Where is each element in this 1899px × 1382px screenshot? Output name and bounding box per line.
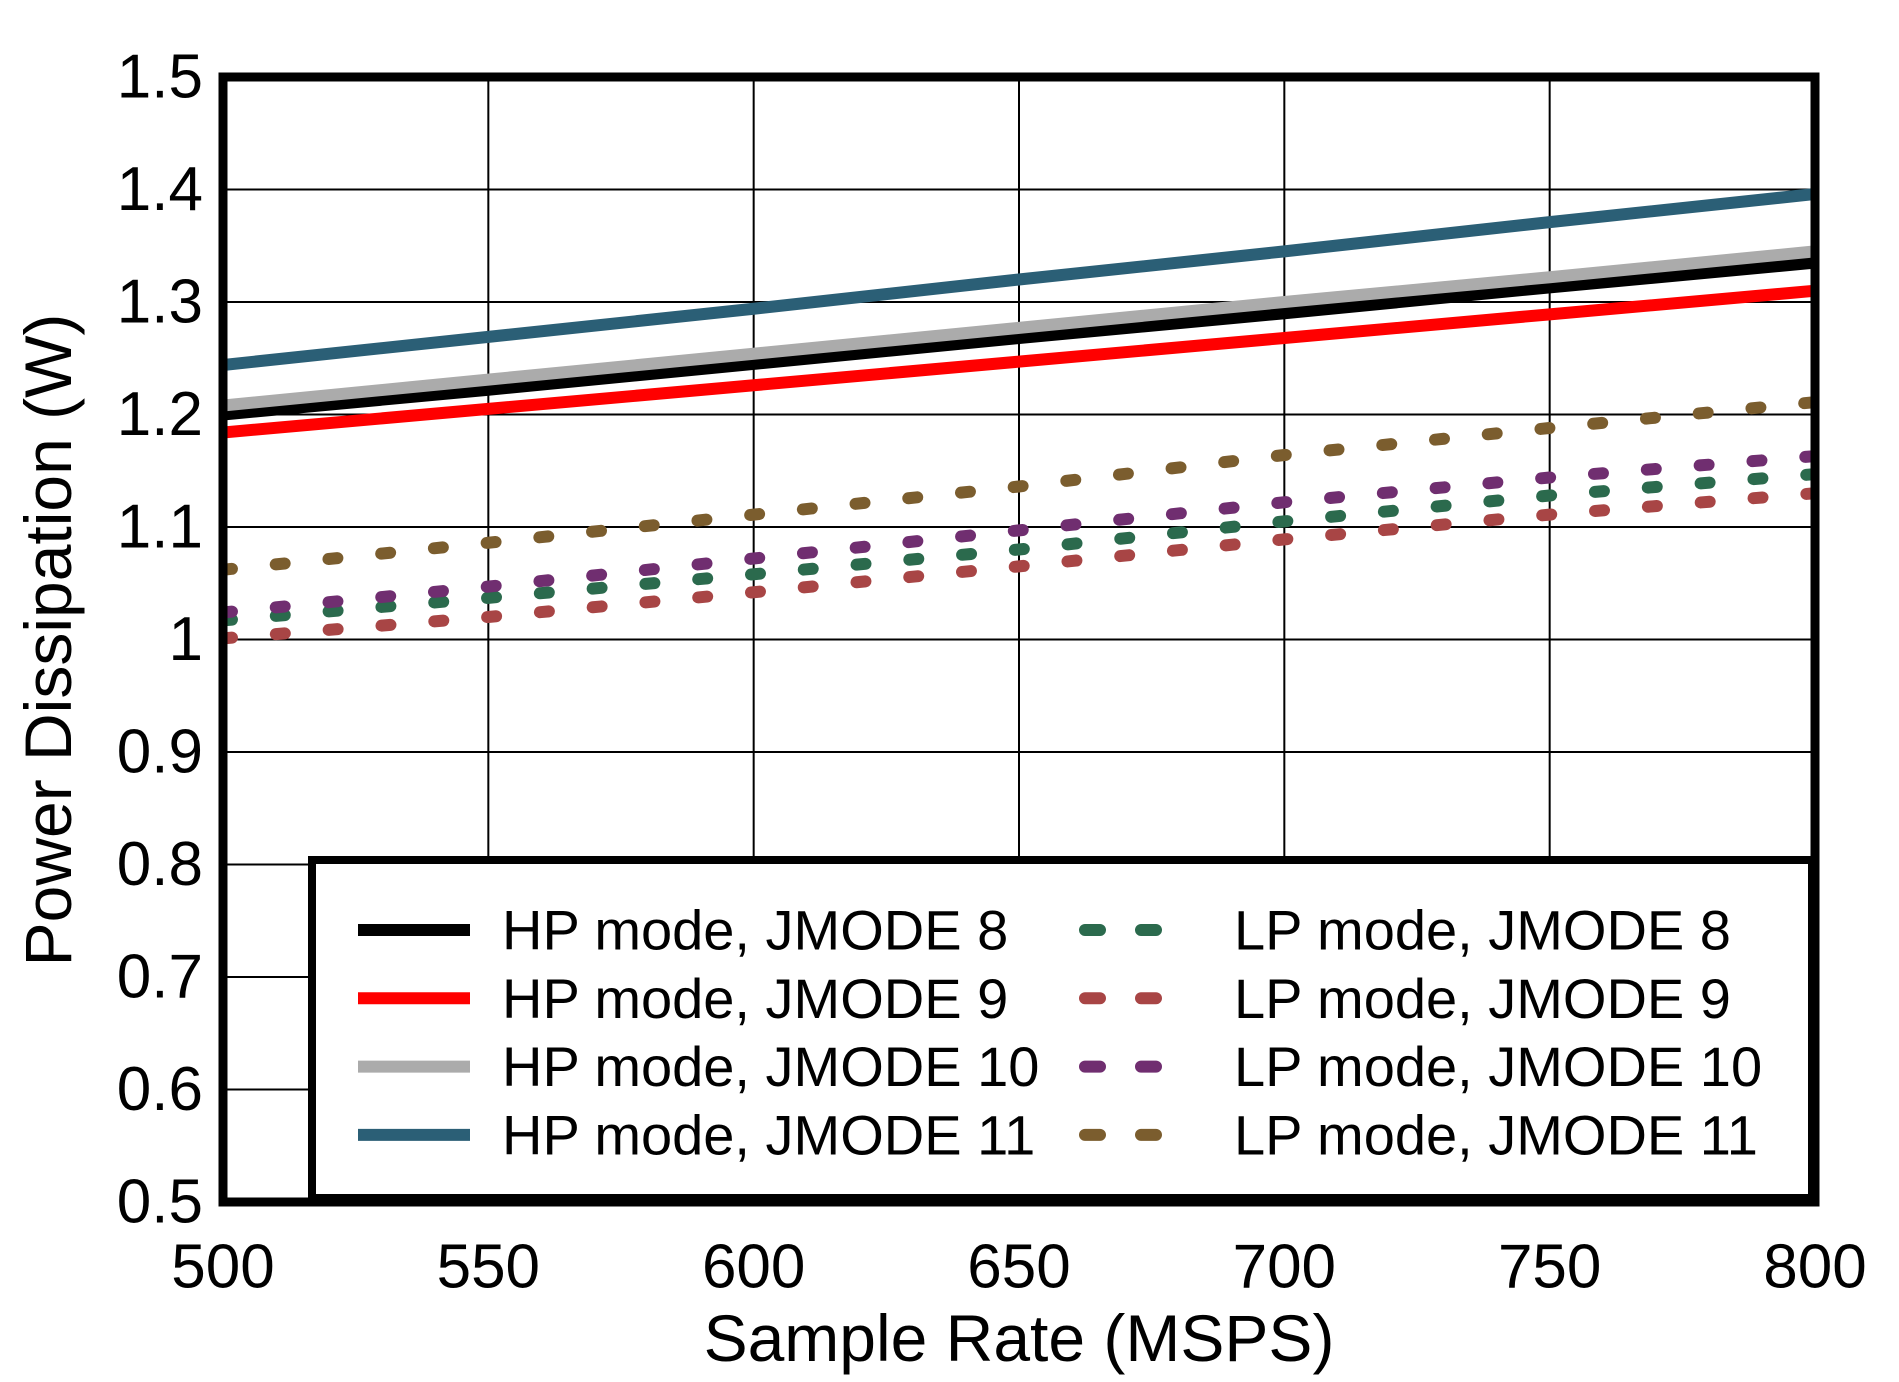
- legend-label-hp-mode-jmode-10: HP mode, JMODE 10: [502, 1035, 1039, 1098]
- y-tick-label-1-1: 1.1: [117, 493, 203, 562]
- legend-label-hp-mode-jmode-11: HP mode, JMODE 11: [502, 1103, 1035, 1166]
- series-line-lp-mode-jmode-11: [223, 396, 1815, 576]
- legend-box: [308, 856, 1816, 1202]
- legend-label-lp-mode-jmode-8: LP mode, JMODE 8: [1234, 899, 1731, 962]
- legend-label-lp-mode-jmode-10: LP mode, JMODE 10: [1234, 1035, 1762, 1098]
- x-tick-label-600: 600: [702, 1233, 805, 1302]
- legend: HP mode, JMODE 8HP mode, JMODE 9HP mode,…: [308, 856, 1816, 1202]
- y-tick-label-1: 1: [169, 605, 203, 674]
- legend-label-hp-mode-jmode-9: HP mode, JMODE 9: [502, 967, 1008, 1030]
- x-tick-label-750: 750: [1498, 1233, 1601, 1302]
- series-lines: [223, 188, 1815, 645]
- x-tick-label-700: 700: [1233, 1233, 1336, 1302]
- y-tick-label-0-6: 0.6: [117, 1055, 203, 1124]
- series-line-hp-mode-jmode-8: [223, 256, 1815, 421]
- y-tick-label-1-5: 1.5: [117, 43, 203, 112]
- y-tick-label-0-7: 0.7: [117, 943, 203, 1012]
- y-tick-label-1-4: 1.4: [117, 155, 203, 224]
- x-axis-title: Sample Rate (MSPS): [704, 1301, 1335, 1375]
- series-line-lp-mode-jmode-8: [223, 468, 1815, 627]
- axis-tick-labels: 0.5 0.6 0.7 0.8 0.9 1 1.1 1.2 1.3 1.4 1.5 500 550 600…: [117, 43, 1867, 1302]
- legend-label-lp-mode-jmode-11: LP mode, JMODE 11: [1234, 1103, 1758, 1166]
- series-line-hp-mode-jmode-11: [223, 188, 1815, 371]
- series-line-hp-mode-jmode-10: [223, 245, 1815, 412]
- series-line-lp-mode-jmode-10: [223, 450, 1815, 619]
- x-tick-label-800: 800: [1763, 1233, 1866, 1302]
- y-tick-label-1-2: 1.2: [117, 380, 203, 449]
- x-tick-label-650: 650: [967, 1233, 1070, 1302]
- legend-label-hp-mode-jmode-8: HP mode, JMODE 8: [502, 899, 1008, 962]
- legend-label-lp-mode-jmode-9: LP mode, JMODE 9: [1234, 967, 1731, 1030]
- y-axis-title: Power Dissipation (W): [11, 314, 85, 967]
- series-line-hp-mode-jmode-9: [223, 284, 1815, 439]
- series-line-lp-mode-jmode-9: [223, 487, 1815, 645]
- y-tick-label-0-5: 0.5: [117, 1168, 203, 1237]
- x-tick-label-500: 500: [171, 1233, 274, 1302]
- y-tick-label-0-8: 0.8: [117, 830, 203, 899]
- y-tick-label-0-9: 0.9: [117, 718, 203, 787]
- y-tick-label-1-3: 1.3: [117, 268, 203, 337]
- x-tick-label-550: 550: [437, 1233, 540, 1302]
